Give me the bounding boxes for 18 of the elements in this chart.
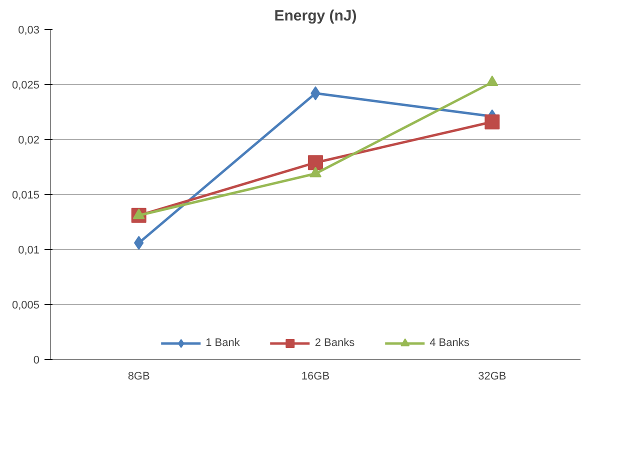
- point: [484, 114, 500, 130]
- y-tick-label: 0,01: [18, 244, 40, 256]
- point: [308, 155, 323, 170]
- point: [310, 166, 322, 178]
- x-tick-label: 32GB: [478, 370, 506, 382]
- legend-label: 1 Bank: [206, 337, 240, 349]
- chart-title: Energy (nJ): [274, 8, 357, 24]
- y-tick-label: 0,02: [18, 134, 40, 146]
- y-tick-label: 0: [33, 354, 40, 366]
- y-tick-label: 0,025: [12, 80, 40, 92]
- point: [132, 208, 145, 220]
- x-tick-label: 16GB: [301, 370, 330, 382]
- legend-label: 4 Banks: [430, 337, 470, 349]
- y-tick-label: 0,03: [18, 24, 40, 36]
- y-tick-label: 0,015: [12, 190, 40, 202]
- legend-label: 2 Banks: [314, 337, 355, 349]
- x-tick-label: 8GB: [128, 370, 150, 382]
- y-tick-label: 0,005: [12, 300, 40, 312]
